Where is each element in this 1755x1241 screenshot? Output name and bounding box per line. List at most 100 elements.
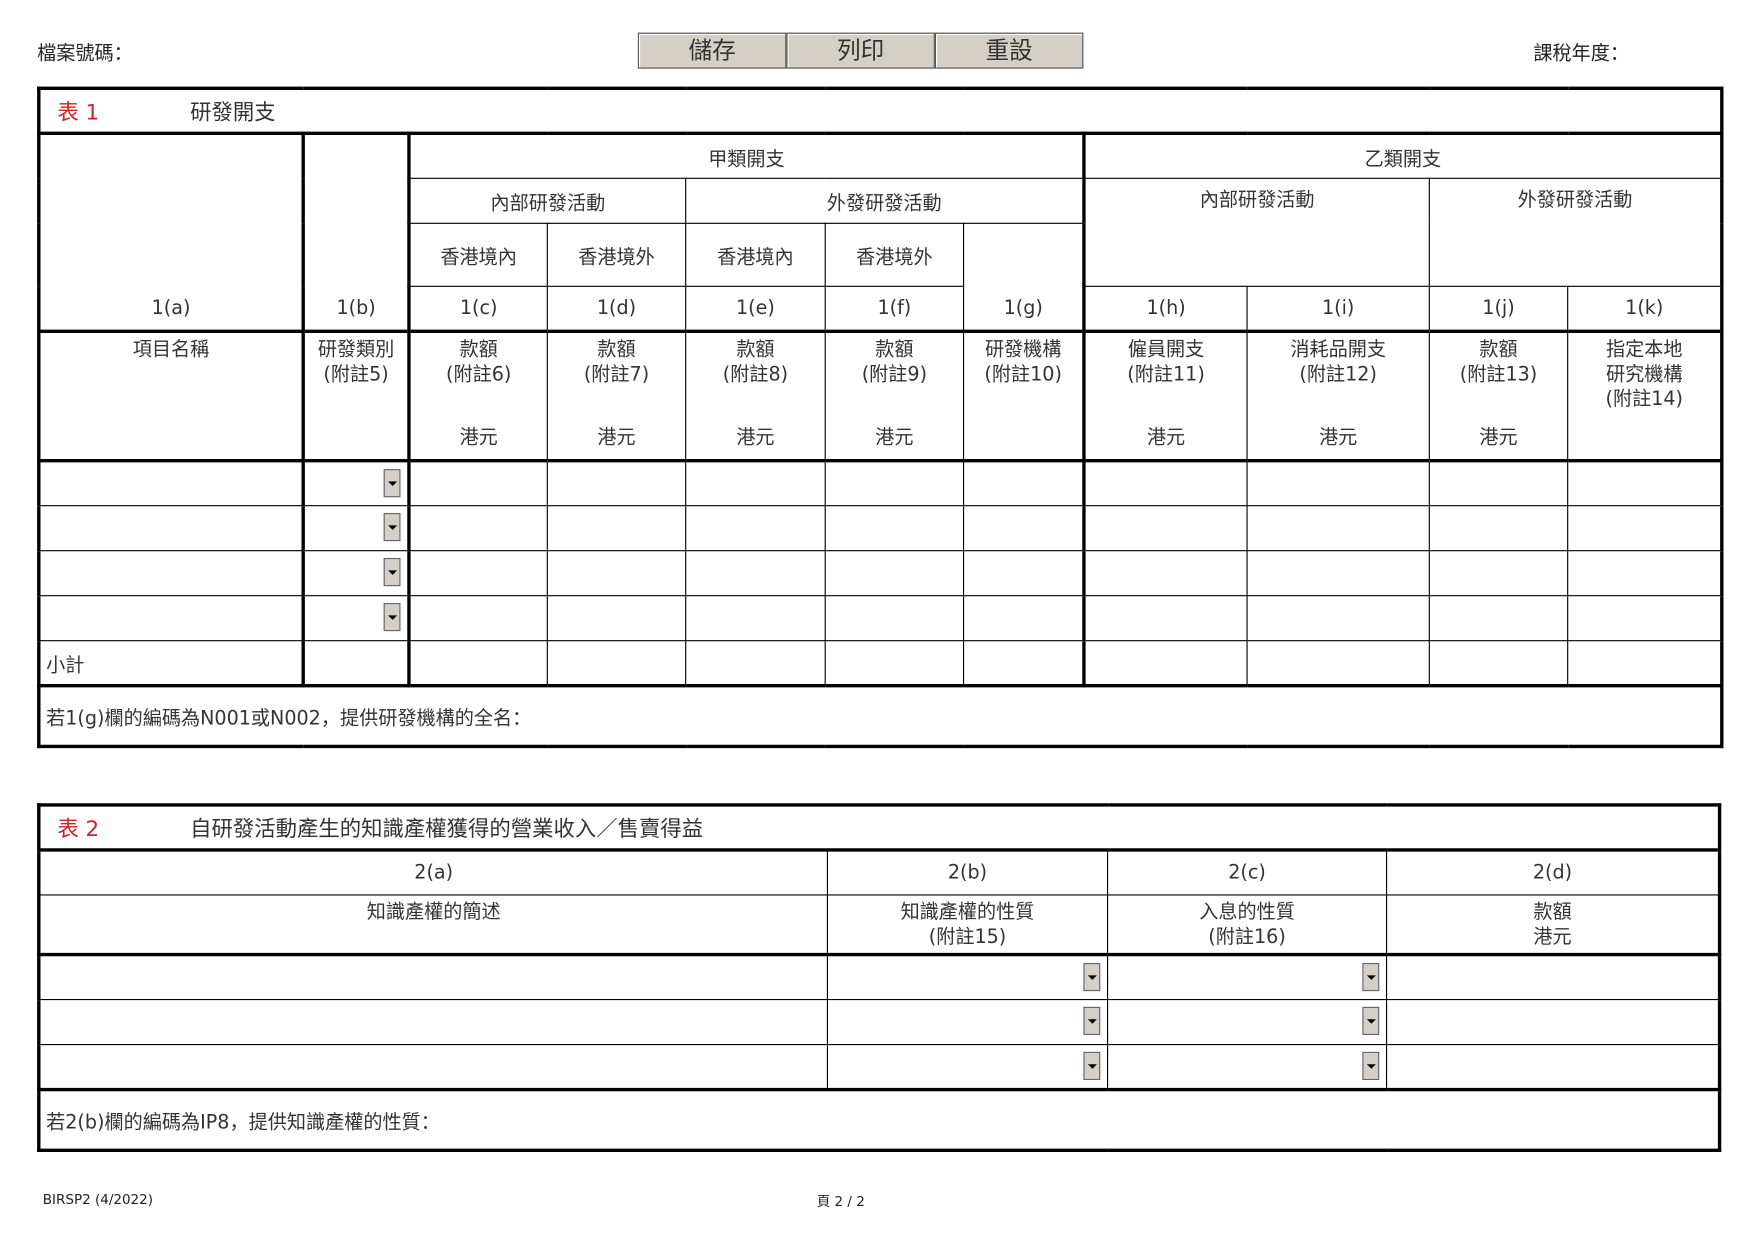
ip-nature-select[interactable]	[826, 1044, 1109, 1092]
rd-category-select[interactable]	[302, 550, 411, 597]
print-button[interactable]: 列印	[786, 32, 935, 69]
table-title: 研發開支	[190, 100, 276, 125]
amount-input[interactable]	[824, 595, 965, 642]
column-label: 款額	[736, 338, 775, 362]
amount-input[interactable]	[1385, 954, 1722, 1001]
dropdown-arrow-icon[interactable]	[1083, 1051, 1101, 1080]
ip-nature-select[interactable]	[826, 999, 1109, 1046]
amount-input[interactable]	[1083, 505, 1248, 552]
dropdown-arrow-icon[interactable]	[383, 558, 401, 587]
page-number: 頁 2 / 2	[816, 1193, 865, 1210]
amount-input[interactable]	[37, 505, 305, 552]
dropdown-arrow-icon[interactable]	[1362, 1051, 1380, 1080]
amount-input[interactable]	[685, 595, 826, 642]
column-label-cell: 款額 港元	[1385, 894, 1722, 957]
amount-input[interactable]	[37, 460, 305, 507]
dropdown-arrow-icon[interactable]	[1083, 963, 1101, 992]
amount-input[interactable]	[685, 460, 826, 507]
amount-input[interactable]	[1246, 550, 1430, 597]
table-row	[37, 999, 1722, 1046]
save-button[interactable]: 儲存	[637, 32, 787, 69]
amount-input[interactable]	[1246, 640, 1430, 688]
rd-category-select[interactable]	[302, 595, 411, 642]
amount-input[interactable]	[824, 640, 965, 688]
amount-input[interactable]	[963, 460, 1086, 507]
amount-input[interactable]	[1083, 640, 1248, 688]
amount-input[interactable]	[1428, 460, 1569, 507]
amount-input[interactable]	[824, 550, 965, 597]
amount-input[interactable]	[408, 550, 548, 597]
amount-input[interactable]	[546, 460, 687, 507]
amount-input[interactable]	[1567, 595, 1724, 642]
income-nature-select[interactable]	[1107, 954, 1388, 1001]
amount-input[interactable]	[685, 505, 826, 552]
dropdown-arrow-icon[interactable]	[1362, 1006, 1380, 1035]
amount-input[interactable]	[824, 505, 965, 552]
income-nature-select[interactable]	[1107, 999, 1388, 1046]
amount-input[interactable]	[1428, 640, 1569, 688]
col-code: 2(b)	[826, 848, 1109, 896]
amount-input[interactable]	[546, 640, 687, 688]
amount-input[interactable]	[546, 595, 687, 642]
amount-input[interactable]	[1428, 550, 1569, 597]
amount-input[interactable]	[1567, 640, 1724, 688]
column-label: 款額	[597, 338, 636, 362]
amount-input[interactable]	[963, 595, 1086, 642]
ip-description-input[interactable]	[37, 954, 828, 1001]
amount-input[interactable]	[546, 505, 687, 552]
amount-input[interactable]	[1567, 505, 1724, 552]
income-nature-select[interactable]	[1107, 1044, 1388, 1092]
ip-nature-select[interactable]	[826, 954, 1109, 1001]
amount-input[interactable]	[1428, 595, 1569, 642]
amount-input[interactable]	[408, 505, 548, 552]
amount-input[interactable]	[408, 595, 548, 642]
amount-input[interactable]	[963, 505, 1086, 552]
dropdown-arrow-icon[interactable]	[383, 513, 401, 542]
b-external-header: 外發研發活動	[1428, 177, 1724, 287]
amount-input[interactable]	[408, 640, 548, 688]
col-code: 1(h)	[1083, 285, 1248, 332]
amount-input[interactable]	[1428, 505, 1569, 552]
amount-input[interactable]	[1083, 460, 1248, 507]
amount-input[interactable]	[963, 550, 1086, 597]
amount-input[interactable]	[963, 640, 1086, 688]
subtotal-label: 小計	[37, 640, 305, 688]
dropdown-arrow-icon[interactable]	[383, 469, 401, 498]
amount-input[interactable]	[37, 550, 305, 597]
column-label-cell: 項目名稱	[37, 329, 305, 463]
table-2-ip-income: 表 2 自研發活動產生的知識產權獲得的營業收入／售賣得益 2(a) 2(b) 2(c)…	[37, 803, 1722, 1152]
amount-input[interactable]	[37, 595, 305, 642]
dropdown-arrow-icon[interactable]	[383, 603, 401, 632]
amount-input[interactable]	[1246, 460, 1430, 507]
column-label: (附註13)	[1459, 363, 1538, 386]
ip-description-input[interactable]	[37, 1044, 828, 1092]
rd-category-select[interactable]	[302, 505, 411, 552]
amount-input[interactable]	[1567, 460, 1724, 507]
reset-button[interactable]: 重設	[934, 32, 1084, 69]
amount-input[interactable]	[1083, 550, 1248, 597]
column-label: 指定本地	[1605, 338, 1683, 362]
rd-category-select[interactable]	[302, 460, 411, 507]
dropdown-arrow-icon[interactable]	[1083, 1006, 1101, 1035]
amount-input[interactable]	[1567, 550, 1724, 597]
ip-description-input[interactable]	[37, 999, 828, 1046]
amount-input[interactable]	[1246, 505, 1430, 552]
currency-unit: 港元	[459, 426, 498, 449]
column-label-cell: 僱員開支 (附註11) 港元	[1083, 329, 1248, 463]
column-label: (附註8)	[722, 363, 789, 386]
table-row	[37, 954, 1722, 1001]
rd-category-select[interactable]	[302, 640, 411, 688]
amount-input[interactable]	[546, 550, 687, 597]
amount-input[interactable]	[1246, 595, 1430, 642]
amount-input[interactable]	[408, 460, 548, 507]
amount-input[interactable]	[1385, 999, 1722, 1046]
amount-input[interactable]	[685, 550, 826, 597]
amount-input[interactable]	[685, 640, 826, 688]
amount-input[interactable]	[1083, 595, 1248, 642]
tax-year-label: 課稅年度：	[1533, 42, 1629, 66]
col-code: 1(i)	[1246, 285, 1430, 332]
amount-input[interactable]	[824, 460, 965, 507]
dropdown-arrow-icon[interactable]	[1362, 963, 1380, 992]
amount-input[interactable]	[1385, 1044, 1722, 1092]
column-label: 研發類別	[317, 338, 395, 362]
